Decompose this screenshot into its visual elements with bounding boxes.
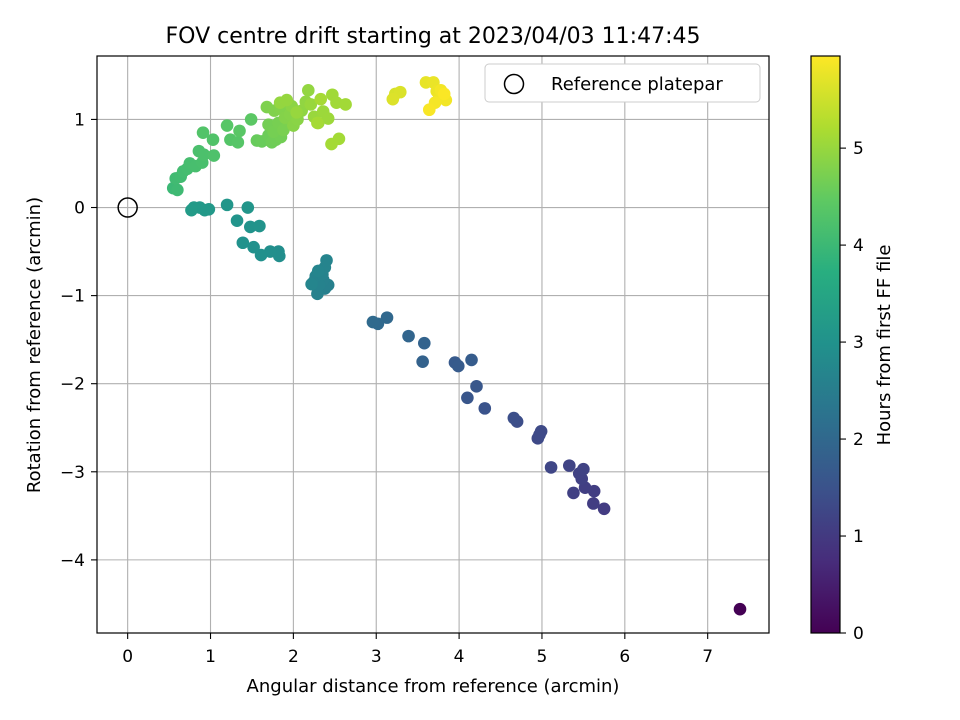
- reference-point-marker: [117, 197, 138, 218]
- data-point: [311, 116, 324, 130]
- data-point: [544, 461, 558, 474]
- legend: Reference platepar: [484, 63, 761, 103]
- data-point: [366, 315, 380, 329]
- data-point: [220, 198, 234, 212]
- y-tick-label: 0: [74, 199, 85, 219]
- x-tick-label: 6: [619, 647, 630, 667]
- data-point: [241, 201, 255, 214]
- grid-lines: [97, 56, 769, 633]
- data-point: [339, 98, 352, 111]
- data-point: [314, 92, 328, 106]
- data-point: [280, 93, 294, 107]
- y-tick-label: −2: [60, 375, 85, 395]
- data-point: [197, 148, 211, 161]
- data-point: [451, 359, 465, 373]
- y-tick-label: −4: [60, 551, 85, 571]
- data-point: [465, 353, 478, 367]
- x-tick-label: 5: [537, 647, 548, 667]
- colorbar-tick-label: 2: [853, 430, 864, 450]
- data-point: [533, 428, 546, 442]
- data-point: [290, 106, 303, 119]
- data-point: [277, 123, 290, 137]
- data-point: [402, 329, 415, 343]
- y-tick-label: −1: [60, 287, 85, 307]
- data-point: [567, 486, 580, 500]
- x-tick-label: 1: [205, 647, 216, 667]
- legend-label: Reference platepar: [551, 74, 723, 95]
- data-point: [417, 336, 431, 350]
- x-axis-ticks: 0 1 2 3 4 5 6 7: [122, 633, 713, 667]
- data-point: [507, 411, 521, 425]
- reference-marker: [117, 197, 138, 218]
- legend-box: [484, 63, 761, 103]
- x-tick-label: 0: [122, 647, 133, 667]
- data-point: [733, 602, 747, 616]
- data-point: [207, 149, 221, 162]
- data-point: [171, 183, 184, 197]
- data-point: [304, 98, 318, 111]
- colorbar: 0 1 2 3 4 5 Hours from first FF file: [810, 55, 895, 644]
- data-point: [243, 220, 257, 234]
- plot-frame: [96, 55, 770, 634]
- chart-title: FOV centre drift starting at 2023/04/03 …: [166, 24, 701, 49]
- data-point: [233, 124, 246, 138]
- data-point: [305, 277, 318, 291]
- colorbar-label: Hours from first FF file: [874, 245, 895, 446]
- y-tick-label: −3: [60, 463, 85, 483]
- data-point: [206, 133, 220, 146]
- colorbar-tick-label: 4: [853, 236, 864, 256]
- data-point: [311, 264, 325, 278]
- colorbar-tick-label: 0: [853, 624, 864, 644]
- x-tick-label: 4: [454, 647, 465, 667]
- data-point: [416, 355, 429, 368]
- colorbar-ticks: 0 1 2 3 4 5: [840, 139, 864, 644]
- colorbar-gradient: [810, 55, 841, 634]
- data-points: [166, 76, 747, 616]
- data-point: [386, 92, 400, 106]
- data-point: [253, 219, 266, 233]
- data-point: [563, 459, 576, 472]
- x-tick-label: 3: [371, 647, 382, 667]
- colorbar-tick-label: 3: [853, 333, 864, 353]
- data-point: [236, 236, 250, 250]
- data-point: [470, 380, 483, 393]
- data-point: [325, 137, 338, 151]
- data-point: [301, 84, 315, 97]
- x-tick-label: 2: [288, 647, 299, 667]
- data-point: [577, 462, 590, 476]
- legend-open-circle-icon: [503, 73, 525, 95]
- data-point: [320, 254, 333, 267]
- y-tick-label: 1: [74, 110, 85, 130]
- y-axis-ticks: −4 −3 −2 −1 0 1: [60, 110, 97, 571]
- y-axis-label: Rotation from reference (arcmin): [24, 197, 45, 493]
- data-point: [587, 497, 600, 510]
- data-point: [196, 126, 210, 139]
- data-point: [321, 112, 335, 125]
- data-point: [254, 248, 268, 262]
- data-point: [597, 502, 611, 516]
- colorbar-tick-label: 1: [853, 527, 864, 547]
- x-tick-label: 7: [702, 647, 713, 667]
- x-axis-label: Angular distance from reference (arcmin): [247, 676, 620, 697]
- data-point: [230, 214, 244, 228]
- data-point: [461, 391, 474, 405]
- data-point: [247, 240, 260, 254]
- data-point: [437, 87, 451, 101]
- data-point: [244, 113, 258, 126]
- data-point: [478, 402, 492, 415]
- colorbar-tick-label: 5: [853, 139, 864, 159]
- data-point: [231, 136, 245, 149]
- data-point: [380, 311, 394, 324]
- data-point: [220, 119, 234, 132]
- data-point: [422, 103, 436, 117]
- data-point: [185, 203, 198, 217]
